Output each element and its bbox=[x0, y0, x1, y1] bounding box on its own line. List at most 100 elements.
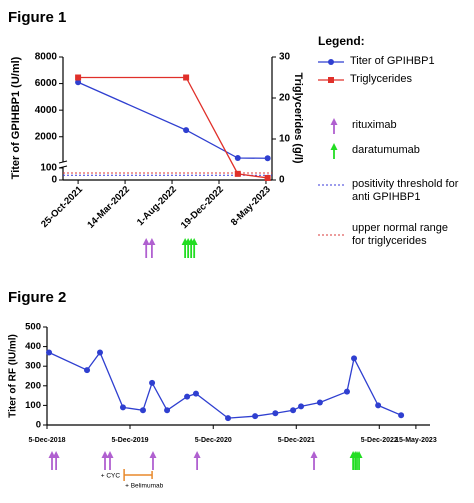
y-tick-label: 100 bbox=[25, 400, 41, 411]
event-arrow bbox=[355, 451, 363, 470]
data-point bbox=[96, 349, 103, 356]
figure-title: Figure 2 bbox=[8, 289, 66, 306]
y-tick-label: 300 bbox=[25, 361, 41, 372]
data-point bbox=[351, 355, 358, 362]
data-point bbox=[234, 170, 241, 177]
event-arrow bbox=[148, 238, 156, 258]
data-point bbox=[225, 415, 232, 422]
x-tick-label: 5-Dec-2022 bbox=[361, 437, 398, 444]
event-arrow bbox=[101, 451, 109, 470]
arrow-head bbox=[193, 451, 201, 458]
data-point bbox=[149, 379, 156, 386]
figure-title: Figure 1 bbox=[8, 9, 66, 26]
arrow-head bbox=[355, 451, 363, 458]
y2-axis-label: Triglycerides (g/l) bbox=[292, 72, 304, 163]
arrow-head bbox=[330, 143, 338, 150]
treatment-label: + Belimumab bbox=[125, 483, 163, 490]
event-arrow bbox=[142, 238, 150, 258]
data-point bbox=[264, 155, 271, 162]
data-point bbox=[192, 390, 199, 397]
y-tick-label: 500 bbox=[25, 322, 41, 333]
arrow-head bbox=[148, 238, 156, 245]
data-line bbox=[77, 81, 268, 159]
arrow-head bbox=[52, 451, 60, 458]
legend-marker bbox=[328, 59, 334, 65]
data-point bbox=[375, 402, 382, 409]
data-point bbox=[164, 407, 171, 414]
data-point bbox=[84, 367, 91, 374]
treatment-label: + CYC bbox=[101, 473, 121, 480]
y2-tick-label: 10 bbox=[279, 134, 291, 145]
arrow-head bbox=[149, 451, 157, 458]
data-point bbox=[298, 403, 305, 410]
event-arrow bbox=[52, 451, 60, 470]
event-arrow bbox=[149, 451, 157, 470]
y-tick-label: 6000 bbox=[35, 78, 58, 89]
data-point bbox=[75, 74, 82, 81]
data-point bbox=[139, 407, 146, 414]
legend-label: positivity threshold for anti GPIHBP1 bbox=[352, 178, 459, 203]
y-tick-label: 0 bbox=[36, 420, 41, 431]
legend-label: upper normal range for triglycerides bbox=[352, 222, 449, 247]
data-point bbox=[46, 349, 53, 356]
y-tick-label: 400 bbox=[25, 341, 41, 352]
y-tick-label: 100 bbox=[40, 163, 57, 174]
data-point bbox=[183, 74, 190, 81]
event-arrow bbox=[48, 451, 56, 470]
x-tick-label: 15-May-2023 bbox=[395, 437, 437, 444]
arrow-head bbox=[101, 451, 109, 458]
y2-tick-label: 30 bbox=[279, 52, 291, 63]
x-tick-label: 1-Aug-2022 bbox=[135, 184, 179, 228]
y2-tick-label: 0 bbox=[279, 175, 285, 186]
x-tick-label: 5-Dec-2019 bbox=[112, 437, 149, 444]
legend-title: Legend: bbox=[318, 34, 365, 48]
data-point bbox=[252, 413, 259, 420]
y-tick-label: 4000 bbox=[35, 105, 58, 116]
legend-label: daratumumab bbox=[352, 144, 420, 156]
legend-label: Triglycerides bbox=[350, 73, 412, 85]
legend-arrow bbox=[330, 118, 338, 134]
x-tick-label: 19-Dec-2022 bbox=[179, 184, 226, 231]
data-point bbox=[272, 410, 279, 417]
y2-tick-label: 20 bbox=[279, 93, 291, 104]
treatment-period bbox=[123, 469, 153, 481]
axis-break bbox=[58, 160, 68, 164]
arrow-head bbox=[106, 451, 114, 458]
x-tick-label: 8-May-2023 bbox=[229, 184, 273, 228]
legend-label: Titer of GPIHBP1 bbox=[350, 55, 435, 67]
x-tick-label: 25-Oct-2021 bbox=[39, 184, 85, 230]
data-point bbox=[183, 127, 190, 134]
event-arrow bbox=[190, 238, 198, 258]
y-tick-label: 2000 bbox=[35, 131, 58, 142]
legend-label: rituximab bbox=[352, 119, 397, 131]
data-point bbox=[290, 407, 297, 414]
data-point bbox=[234, 155, 241, 162]
legend-arrow bbox=[330, 143, 338, 159]
data-point bbox=[316, 399, 323, 406]
arrow-head bbox=[310, 451, 318, 458]
y-tick-label: 0 bbox=[51, 175, 57, 186]
data-point bbox=[343, 388, 350, 395]
x-tick-label: 5-Dec-2018 bbox=[29, 437, 66, 444]
arrow-head bbox=[330, 118, 338, 125]
data-line bbox=[48, 351, 402, 419]
y-axis-label: Titer of RF (IU/ml) bbox=[8, 334, 19, 418]
x-tick-label: 14-Mar-2022 bbox=[85, 184, 132, 231]
x-tick-label: 5-Dec-2020 bbox=[195, 437, 232, 444]
data-point bbox=[119, 404, 126, 411]
legend-marker bbox=[328, 77, 334, 83]
y-tick-label: 8000 bbox=[35, 52, 58, 63]
data-point bbox=[398, 412, 405, 419]
event-arrow bbox=[106, 451, 114, 470]
event-arrow bbox=[193, 451, 201, 470]
x-tick-label: 5-Dec-2021 bbox=[278, 437, 315, 444]
data-point bbox=[264, 174, 271, 181]
arrow-head bbox=[142, 238, 150, 245]
y-axis-label: Titer of GPIHBP1 (U/ml) bbox=[10, 56, 22, 179]
arrow-head bbox=[190, 238, 198, 245]
event-arrow bbox=[310, 451, 318, 470]
data-point bbox=[75, 79, 82, 86]
data-line bbox=[78, 76, 268, 179]
